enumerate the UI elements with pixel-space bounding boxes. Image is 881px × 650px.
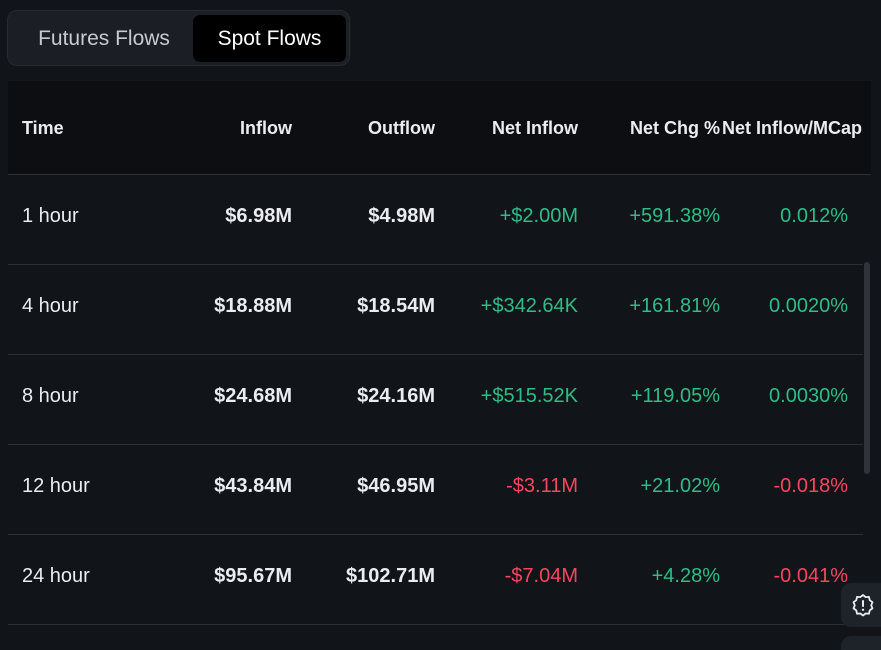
header-net-chg[interactable]: Net Chg %	[630, 118, 720, 138]
cell-net-inflow: +$342.64K	[480, 295, 578, 317]
cell-net-inflow-mcap: 0.0020%	[769, 295, 848, 317]
tab-spot-flows[interactable]: Spot Flows	[193, 15, 346, 62]
cell-inflow: $6.98M	[225, 205, 292, 227]
header-net-inflow[interactable]: Net Inflow	[492, 118, 578, 138]
table-scrollbar-thumb[interactable]	[864, 262, 870, 474]
cell-net-inflow-mcap: 0.012%	[780, 205, 848, 227]
cell-net-inflow-mcap: -0.041%	[773, 565, 849, 587]
cell-time: 12 hour	[22, 475, 90, 497]
table-row: 12 hour $43.84M $46.95M -$3.11M +21.02% …	[8, 445, 863, 535]
cell-inflow: $24.68M	[214, 385, 292, 407]
cell-outflow: $18.54M	[357, 295, 435, 317]
cell-net-chg: +21.02%	[640, 475, 720, 497]
cell-net-chg: +161.81%	[629, 295, 720, 317]
secondary-floating-button[interactable]	[841, 636, 881, 650]
table-row: 24 hour $95.67M $102.71M -$7.04M +4.28% …	[8, 535, 863, 625]
cell-outflow: $102.71M	[346, 565, 435, 587]
cell-time: 4 hour	[22, 295, 79, 317]
cell-time: 8 hour	[22, 385, 79, 407]
cell-net-chg: +119.05%	[630, 385, 720, 407]
cell-outflow: $4.98M	[368, 205, 435, 227]
table-row: 8 hour $24.68M $24.16M +$515.52K +119.05…	[8, 355, 863, 445]
table-row: 4 hour $18.88M $18.54M +$342.64K +161.81…	[8, 265, 863, 355]
cell-inflow: $18.88M	[214, 295, 292, 317]
support-button[interactable]	[841, 583, 881, 627]
cell-net-chg: +4.28%	[651, 565, 720, 587]
header-time[interactable]: Time	[22, 118, 64, 138]
cell-net-inflow-mcap: 0.0030%	[769, 385, 848, 407]
cell-outflow: $46.95M	[357, 475, 435, 497]
cell-inflow: $43.84M	[214, 475, 292, 497]
cell-net-inflow: +$515.52K	[480, 385, 578, 407]
cell-net-chg: +591.38%	[629, 205, 720, 227]
header-inflow[interactable]: Inflow	[240, 118, 292, 138]
cell-net-inflow: -$7.04M	[504, 565, 578, 587]
cell-outflow: $24.16M	[357, 385, 435, 407]
table-row: 1 hour $6.98M $4.98M +$2.00M +591.38% 0.…	[8, 175, 863, 265]
flows-table: Time Inflow Outflow Net Inflow Net Chg %…	[8, 81, 871, 650]
table-header: Time Inflow Outflow Net Inflow Net Chg %…	[8, 81, 871, 175]
cell-inflow: $95.67M	[214, 565, 292, 587]
flow-type-tabs: Futures Flows Spot Flows	[7, 10, 350, 66]
cell-time: 24 hour	[22, 565, 90, 587]
header-net-inflow-mcap[interactable]: Net Inflow/MCap	[722, 118, 862, 138]
cell-net-inflow: -$3.11M	[506, 475, 578, 497]
cell-net-inflow: +$2.00M	[499, 205, 578, 227]
header-outflow[interactable]: Outflow	[368, 118, 435, 138]
cell-net-inflow-mcap: -0.018%	[773, 475, 849, 497]
cell-time: 1 hour	[22, 205, 79, 227]
tab-futures-flows[interactable]: Futures Flows	[38, 27, 170, 50]
